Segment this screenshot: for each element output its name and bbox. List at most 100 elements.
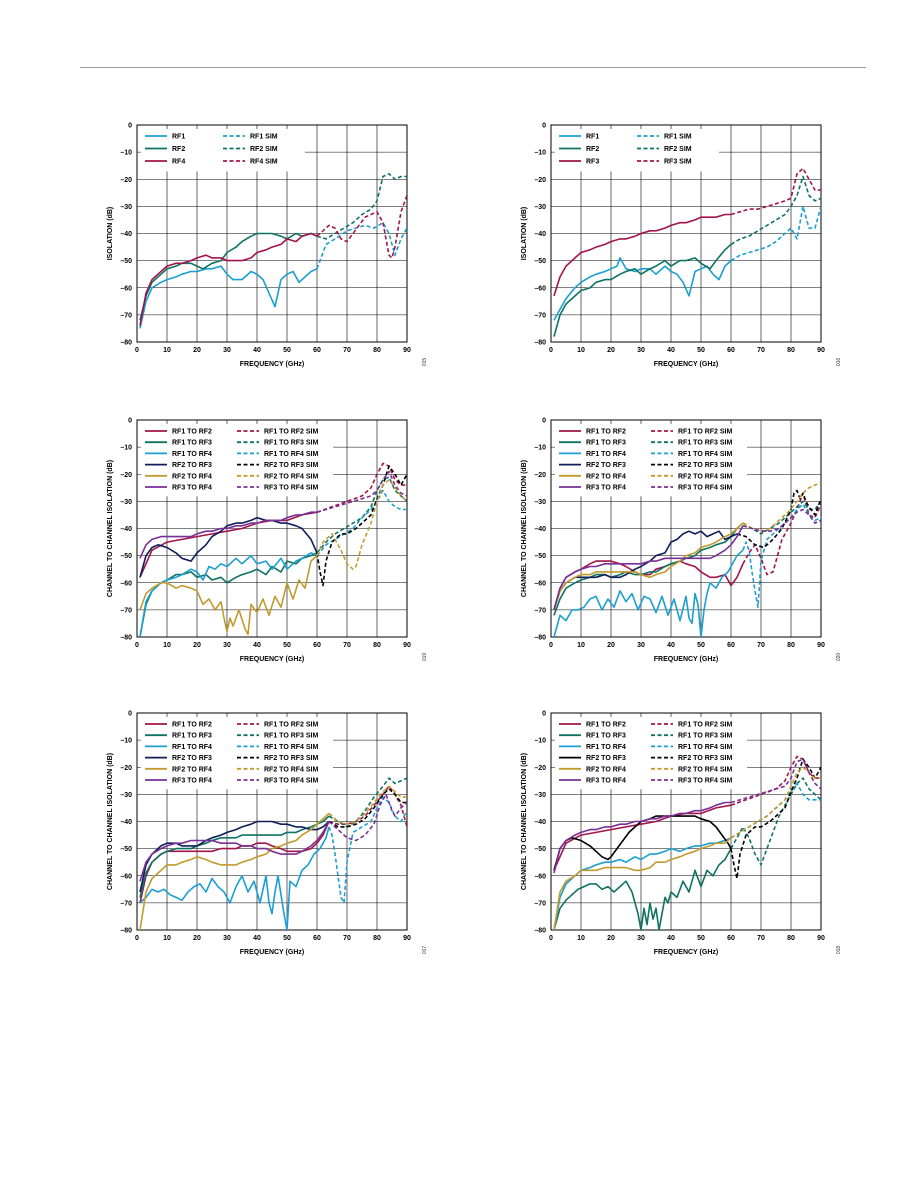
legend-label: RF1 TO RF2 bbox=[172, 722, 212, 729]
x-tick-label: 20 bbox=[193, 347, 201, 354]
x-tick-label: 0 bbox=[135, 642, 139, 649]
x-tick-label: 50 bbox=[283, 935, 291, 942]
x-tick-label: 0 bbox=[549, 935, 553, 942]
x-tick-label: 60 bbox=[313, 935, 321, 942]
legend-box bbox=[555, 424, 747, 497]
x-tick-label: 90 bbox=[403, 642, 411, 649]
figure-number: 020 bbox=[836, 653, 842, 662]
x-tick-label: 70 bbox=[757, 347, 765, 354]
legend-label: RF1 TO RF4 bbox=[586, 744, 626, 751]
x-tick-label: 0 bbox=[135, 935, 139, 942]
y-tick-label: –60 bbox=[120, 873, 132, 880]
legend-label: RF1 bbox=[172, 134, 185, 141]
legend-label: RF3 TO RF4 SIM bbox=[678, 485, 732, 492]
x-tick-label: 70 bbox=[343, 347, 351, 354]
series-line-rf2-to-rf4 bbox=[139, 812, 330, 930]
legend-label: RF1 TO RF2 SIM bbox=[264, 429, 318, 436]
series-line-rf1-to-rf3-sim bbox=[328, 777, 407, 828]
y-tick-label: –80 bbox=[534, 635, 546, 642]
series-line-rf1-to-rf3 bbox=[553, 848, 732, 930]
legend-label: RF1 TO RF2 bbox=[586, 429, 626, 436]
legend-label: RF1 TO RF4 SIM bbox=[678, 451, 732, 458]
legend-label: RF2 TO RF3 SIM bbox=[678, 755, 732, 762]
series-line-rf2-sim bbox=[730, 175, 821, 246]
y-tick-label: –40 bbox=[120, 231, 132, 238]
series-line-rf2-to-rf3-sim bbox=[736, 489, 821, 549]
plot-frame bbox=[136, 712, 408, 931]
series-line-rf2-to-rf4-sim bbox=[328, 785, 407, 825]
x-tick-label: 40 bbox=[253, 347, 261, 354]
y-axis-label: CHANNEL TO CHANNEL ISOLATION (dB) bbox=[107, 753, 114, 890]
legend-label: RF1 TO RF3 SIM bbox=[678, 440, 732, 447]
y-tick-label: –70 bbox=[120, 312, 132, 319]
x-tick-label: 50 bbox=[697, 935, 705, 942]
x-tick-label: 40 bbox=[253, 642, 261, 649]
legend-label: RF2 TO RF4 SIM bbox=[678, 766, 732, 773]
y-tick-label: –30 bbox=[120, 792, 132, 799]
legend-label: RF3 TO RF4 bbox=[586, 778, 626, 785]
y-tick-label: –30 bbox=[534, 204, 546, 211]
legend-box bbox=[555, 717, 747, 790]
y-tick-label: 0 bbox=[542, 418, 546, 425]
series-line-rf1-to-rf3 bbox=[553, 522, 744, 616]
x-tick-label: 30 bbox=[637, 935, 645, 942]
x-tick-label: 50 bbox=[697, 642, 705, 649]
series-line-rf2-to-rf4-sim bbox=[316, 478, 407, 570]
legend-label: RF1 TO RF2 SIM bbox=[264, 722, 318, 729]
legend-label: RF1 TO RF2 bbox=[586, 722, 626, 729]
series-line-rf2-to-rf4 bbox=[139, 555, 318, 636]
y-tick-label: –50 bbox=[534, 553, 546, 560]
series-line-rf1-to-rf2 bbox=[139, 821, 330, 904]
y-tick-label: –70 bbox=[120, 900, 132, 907]
y-tick-label: 0 bbox=[542, 123, 546, 130]
series-line-rf2-to-rf3-sim bbox=[730, 758, 821, 880]
x-tick-label: 10 bbox=[577, 642, 585, 649]
series-line-rf1-to-rf4 bbox=[553, 549, 744, 637]
x-tick-label: 50 bbox=[283, 642, 291, 649]
plot-frame bbox=[550, 419, 822, 638]
series-line-rf1 bbox=[139, 265, 318, 329]
legend-label: RF1 TO RF4 SIM bbox=[264, 451, 318, 458]
x-tick-label: 90 bbox=[403, 347, 411, 354]
series-line-rf3-to-rf4 bbox=[553, 801, 731, 874]
series-line-rf3-to-rf4-sim bbox=[328, 793, 407, 842]
y-tick-label: –50 bbox=[120, 553, 132, 560]
legend-box bbox=[141, 424, 333, 497]
x-tick-label: 80 bbox=[787, 347, 795, 354]
y-tick-label: –50 bbox=[120, 258, 132, 265]
y-tick-label: –60 bbox=[120, 580, 132, 587]
legend-label: RF2 bbox=[586, 146, 599, 153]
series-line-rf1-to-rf3-sim bbox=[316, 476, 407, 554]
y-tick-label: –30 bbox=[120, 204, 132, 211]
x-tick-label: 20 bbox=[607, 935, 615, 942]
y-tick-label: –40 bbox=[534, 231, 546, 238]
y-tick-label: 0 bbox=[542, 711, 546, 718]
legend-label: RF2 bbox=[172, 146, 185, 153]
legend-label: RF1 TO RF3 bbox=[586, 440, 626, 447]
x-tick-label: 20 bbox=[607, 347, 615, 354]
y-tick-label: –50 bbox=[120, 846, 132, 853]
y-tick-label: –20 bbox=[534, 472, 546, 479]
figure-number: 016 bbox=[836, 358, 842, 367]
y-tick-label: –80 bbox=[120, 635, 132, 642]
legend-label: RF1 TO RF2 bbox=[172, 429, 212, 436]
y-tick-label: –40 bbox=[120, 526, 132, 533]
y-axis-label: ISOLATION (dB) bbox=[521, 207, 528, 261]
x-tick-label: 40 bbox=[667, 642, 675, 649]
x-tick-label: 80 bbox=[787, 642, 795, 649]
x-axis-label: FREQUENCY (GHz) bbox=[654, 949, 718, 956]
y-tick-label: –10 bbox=[534, 738, 546, 745]
x-tick-label: 90 bbox=[403, 935, 411, 942]
series-line-rf1-to-rf3-sim bbox=[730, 777, 821, 866]
y-tick-label: –80 bbox=[120, 928, 132, 935]
series-line-rf2 bbox=[139, 232, 318, 321]
y-tick-label: –50 bbox=[534, 846, 546, 853]
x-tick-label: 40 bbox=[667, 347, 675, 354]
series-line-rf3-to-rf4 bbox=[139, 821, 330, 882]
legend-label: RF3 TO RF4 SIM bbox=[264, 485, 318, 492]
x-tick-label: 10 bbox=[163, 347, 171, 354]
legend-label: RF1 TO RF3 SIM bbox=[264, 733, 318, 740]
x-tick-label: 60 bbox=[727, 642, 735, 649]
legend-label: RF1 SIM bbox=[664, 134, 692, 141]
x-tick-label: 80 bbox=[373, 935, 381, 942]
